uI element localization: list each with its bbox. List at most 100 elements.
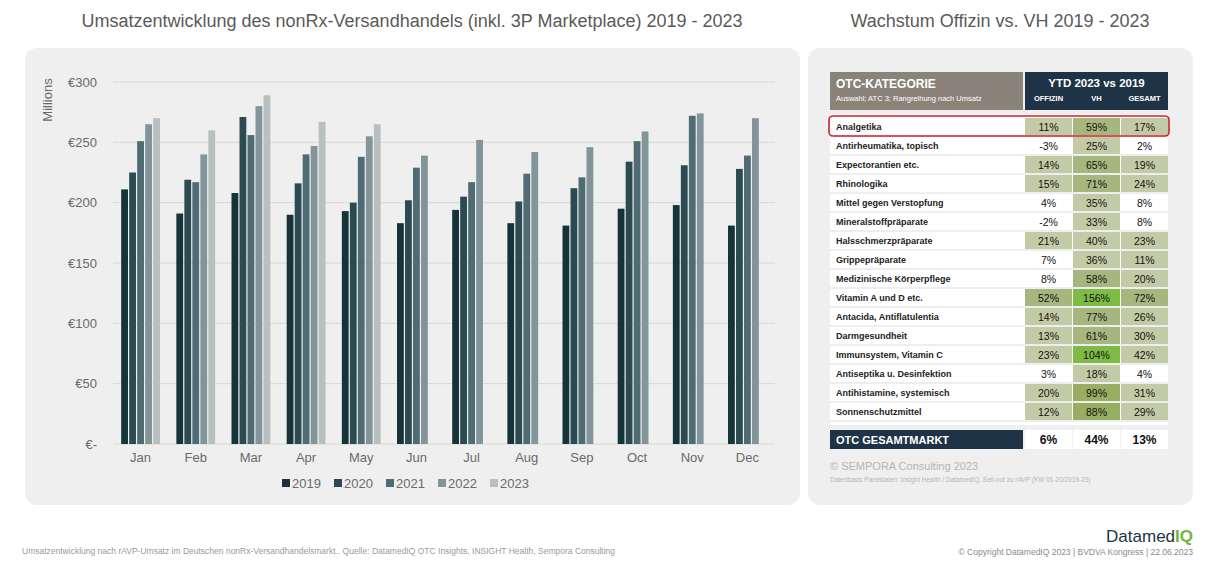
- cell: [1121, 346, 1168, 363]
- row-label: Rhinologika: [836, 179, 888, 189]
- cell: [1073, 118, 1120, 135]
- row-separator: [830, 421, 1168, 422]
- row-separator: [830, 383, 1168, 384]
- y-tick-label: €300: [68, 75, 97, 90]
- cell: [1073, 232, 1120, 249]
- x-tick-label: May: [349, 450, 374, 465]
- cell: [1121, 118, 1168, 135]
- cell-text: 14%: [1038, 159, 1059, 171]
- cell: [1025, 289, 1072, 306]
- row-separator: [830, 364, 1168, 365]
- cell: [1025, 118, 1072, 135]
- cell: [1121, 308, 1168, 325]
- bar: [145, 124, 152, 444]
- row-label: Antiseptika u. Desinfektion: [836, 369, 952, 379]
- cell-text: 11%: [1134, 254, 1154, 266]
- x-tick-label: Jun: [406, 450, 427, 465]
- cell: [1121, 365, 1168, 382]
- bar: [295, 183, 302, 444]
- cell-text: 77%: [1086, 311, 1107, 323]
- bar: [460, 197, 467, 444]
- row-separator: [830, 231, 1168, 232]
- bar: [752, 118, 759, 444]
- bars: [121, 95, 759, 444]
- cell: [1121, 289, 1168, 306]
- header-cell: [1025, 72, 1168, 110]
- cell: [1073, 289, 1120, 306]
- table-source: © SEMPORA Consulting 2023: [830, 460, 978, 472]
- bar: [634, 141, 641, 444]
- cell: [1073, 365, 1120, 382]
- cell: [1025, 251, 1072, 268]
- x-tick-label: Sep: [570, 450, 593, 465]
- cell-text: 35%: [1086, 197, 1107, 209]
- cell-text: 4%: [1041, 197, 1056, 209]
- bar: [689, 116, 696, 444]
- table-title: Wachstum Offizin vs. VH 2019 - 2023: [850, 11, 1149, 31]
- cell-text: 23%: [1038, 349, 1059, 361]
- bar: [736, 169, 743, 444]
- header-text: OTC-KATEGORIE: [836, 77, 936, 91]
- cell: [1073, 308, 1120, 325]
- bar: [452, 210, 459, 444]
- cell-text: 23%: [1134, 235, 1155, 247]
- bar: [626, 162, 633, 444]
- row-label: Vitamin A und D etc.: [836, 293, 923, 303]
- cell: [1025, 327, 1072, 344]
- bar: [287, 215, 294, 444]
- bar: [405, 200, 412, 444]
- y-tick-label: €100: [68, 316, 97, 331]
- cell: [1073, 251, 1120, 268]
- legend-label: 2021: [396, 476, 425, 491]
- cell-text: 13%: [1038, 330, 1059, 342]
- cell-text: 14%: [1038, 311, 1059, 323]
- legend-swatch: [490, 479, 498, 487]
- cell: [1025, 213, 1072, 230]
- cell: [1073, 327, 1120, 344]
- bar: [618, 209, 625, 444]
- cell-text: 15%: [1038, 178, 1059, 190]
- cell: [1025, 156, 1072, 173]
- row-separator: [830, 345, 1168, 346]
- row-label: Antihistamine, systemisch: [836, 388, 950, 398]
- bar: [366, 136, 373, 444]
- bar: [421, 156, 428, 444]
- bar: [240, 117, 247, 444]
- y-tick-label: €200: [68, 195, 97, 210]
- total-cell: [1073, 430, 1120, 449]
- cell-text: -3%: [1039, 140, 1058, 152]
- row-separator: [830, 212, 1168, 213]
- cell: [1073, 384, 1120, 401]
- cell-text: 72%: [1134, 292, 1155, 304]
- bar: [342, 211, 349, 444]
- cell: [1025, 365, 1072, 382]
- cell-text: 2%: [1137, 140, 1152, 152]
- cell: [1073, 137, 1120, 154]
- cell-text: 40%: [1086, 235, 1107, 247]
- bar: [523, 174, 530, 444]
- bar: [507, 223, 514, 444]
- logo-text: Datamed: [1106, 527, 1175, 546]
- row-separator: [830, 250, 1168, 251]
- cell: [1121, 175, 1168, 192]
- row-separator: [830, 288, 1168, 289]
- y-axis-label: Millions: [40, 78, 55, 122]
- legend-swatch: [438, 479, 446, 487]
- bar: [531, 152, 538, 444]
- cell: [1073, 194, 1120, 211]
- cell: [1121, 213, 1168, 230]
- bar: [642, 131, 649, 444]
- cell: [1121, 403, 1168, 420]
- cell: [1073, 213, 1120, 230]
- bar: [184, 180, 191, 444]
- cell: [1073, 175, 1120, 192]
- cell-text: 71%: [1086, 178, 1107, 190]
- table-panel: [808, 48, 1193, 505]
- cell: [1025, 403, 1072, 420]
- table-source-note: Datenbasis Paneldaten: Insight Health / …: [830, 476, 1091, 484]
- cell: [1121, 232, 1168, 249]
- cell-text: 8%: [1137, 197, 1152, 209]
- cell-text: -2%: [1039, 216, 1058, 228]
- row-separator: [830, 307, 1168, 308]
- bar: [208, 130, 215, 444]
